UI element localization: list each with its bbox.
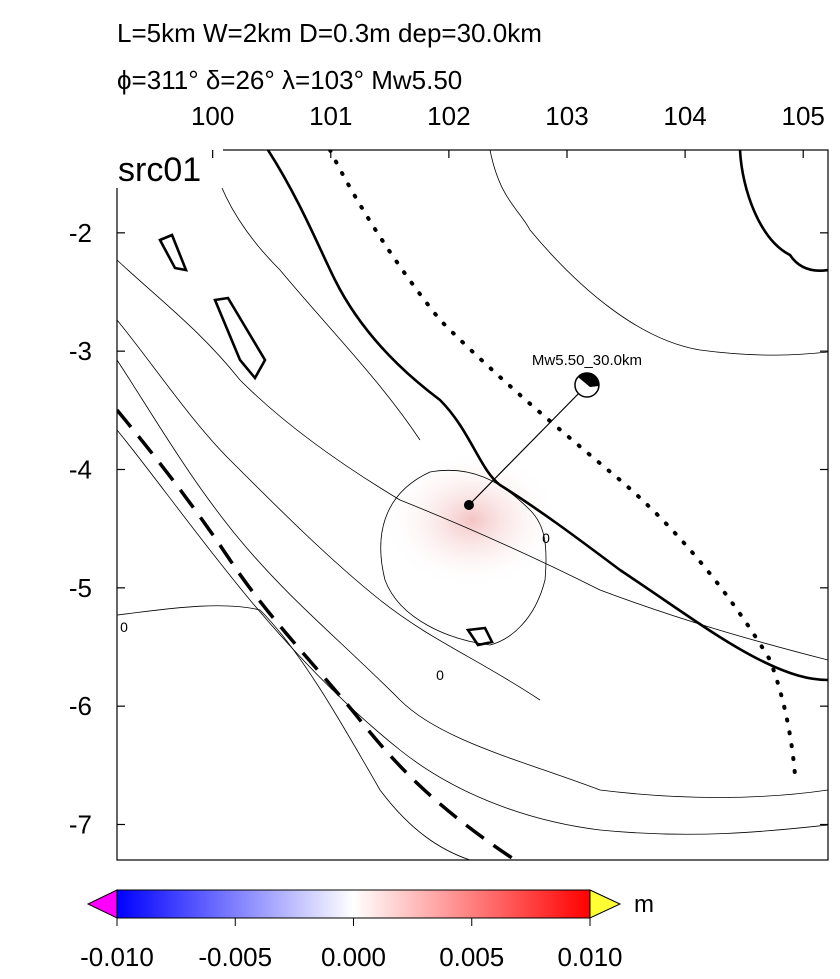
colorbar-under [86, 889, 118, 919]
contour-label: 0 [436, 667, 444, 683]
contour [266, 150, 828, 682]
colorbar-unit: m [634, 891, 654, 918]
contour [117, 259, 828, 661]
colorbar-over [589, 889, 622, 919]
contour [117, 359, 828, 798]
contour [117, 319, 541, 701]
contour [489, 150, 828, 356]
colorbar-tick-label: 0.005 [439, 942, 504, 972]
y-tick-label: -6 [69, 691, 92, 721]
y-tick-label: -5 [69, 573, 92, 603]
x-tick-label: 101 [309, 101, 352, 131]
contour [738, 150, 828, 272]
colorbar-tick-label: 0.010 [557, 942, 622, 972]
colorbar-tick-label: -0.010 [80, 942, 154, 972]
contour [117, 605, 471, 860]
x-tick-label: 102 [427, 101, 470, 131]
map-content [117, 150, 828, 860]
label-box [113, 148, 223, 188]
panel-label: src01 [118, 151, 201, 189]
y-tick-label: -2 [69, 218, 92, 248]
contour [117, 429, 828, 835]
x-tick-label: 100 [191, 101, 234, 131]
map-frame [116, 149, 829, 861]
slip-patch [382, 450, 562, 590]
dashed-line [117, 408, 516, 860]
x-tick-label: 104 [663, 101, 706, 131]
beachball-quadrant [577, 372, 600, 387]
trench [328, 150, 797, 777]
colorbar [116, 889, 591, 919]
event-link [468, 384, 588, 506]
x-tick-label: 105 [782, 101, 825, 131]
x-tick-label: 103 [545, 101, 588, 131]
contour-label: 0 [120, 619, 128, 635]
y-tick-label: -7 [69, 810, 92, 840]
colorbar-tick-label: 0.000 [321, 942, 386, 972]
contour [209, 150, 421, 441]
event-label: Mw5.50_30.0km [532, 352, 642, 369]
contour [380, 469, 547, 646]
title-line: ϕ=311° δ=26° λ=103° Mw5.50 [117, 65, 462, 95]
y-tick-label: -3 [69, 336, 92, 366]
colorbar-tick-label: -0.005 [198, 942, 272, 972]
title-line: L=5km W=2km D=0.3m dep=30.0km [117, 18, 542, 48]
contour-label: 0 [542, 530, 550, 546]
epicenter [463, 500, 474, 510]
contour [158, 233, 494, 647]
y-tick-label: -4 [69, 455, 92, 485]
